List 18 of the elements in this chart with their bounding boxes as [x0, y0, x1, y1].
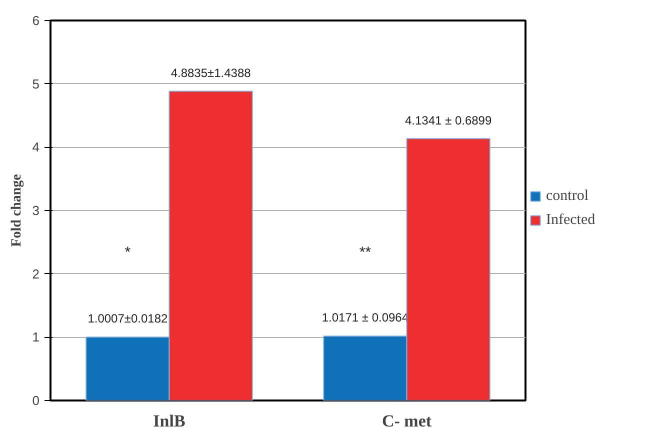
x-tick-label: InlB: [153, 412, 186, 430]
y-tick-label: 5: [32, 76, 40, 92]
legend-label: control: [546, 186, 588, 206]
y-tick-label: 2: [32, 266, 40, 282]
y-tick-label: 6: [32, 13, 40, 28]
y-tick-label: 4: [32, 140, 40, 155]
data-label: 1.0171 ± 0.0964: [322, 310, 409, 325]
data-label: 1.0007±0.0182: [88, 312, 168, 326]
data-label: 4.8835±1.4388: [170, 66, 252, 80]
y-tick-label: 3: [32, 203, 40, 218]
data-label: 4.1341 ± 0.6899: [404, 113, 492, 128]
y-axis-title: Fold change: [9, 174, 24, 247]
legend-label: Infected: [546, 210, 596, 230]
x-tick-label: C- met: [382, 412, 432, 430]
annotation: *: [124, 244, 131, 261]
y-tick-label: 1: [32, 330, 40, 345]
annotation: **: [359, 244, 372, 261]
y-tick-label: 0: [32, 393, 40, 408]
